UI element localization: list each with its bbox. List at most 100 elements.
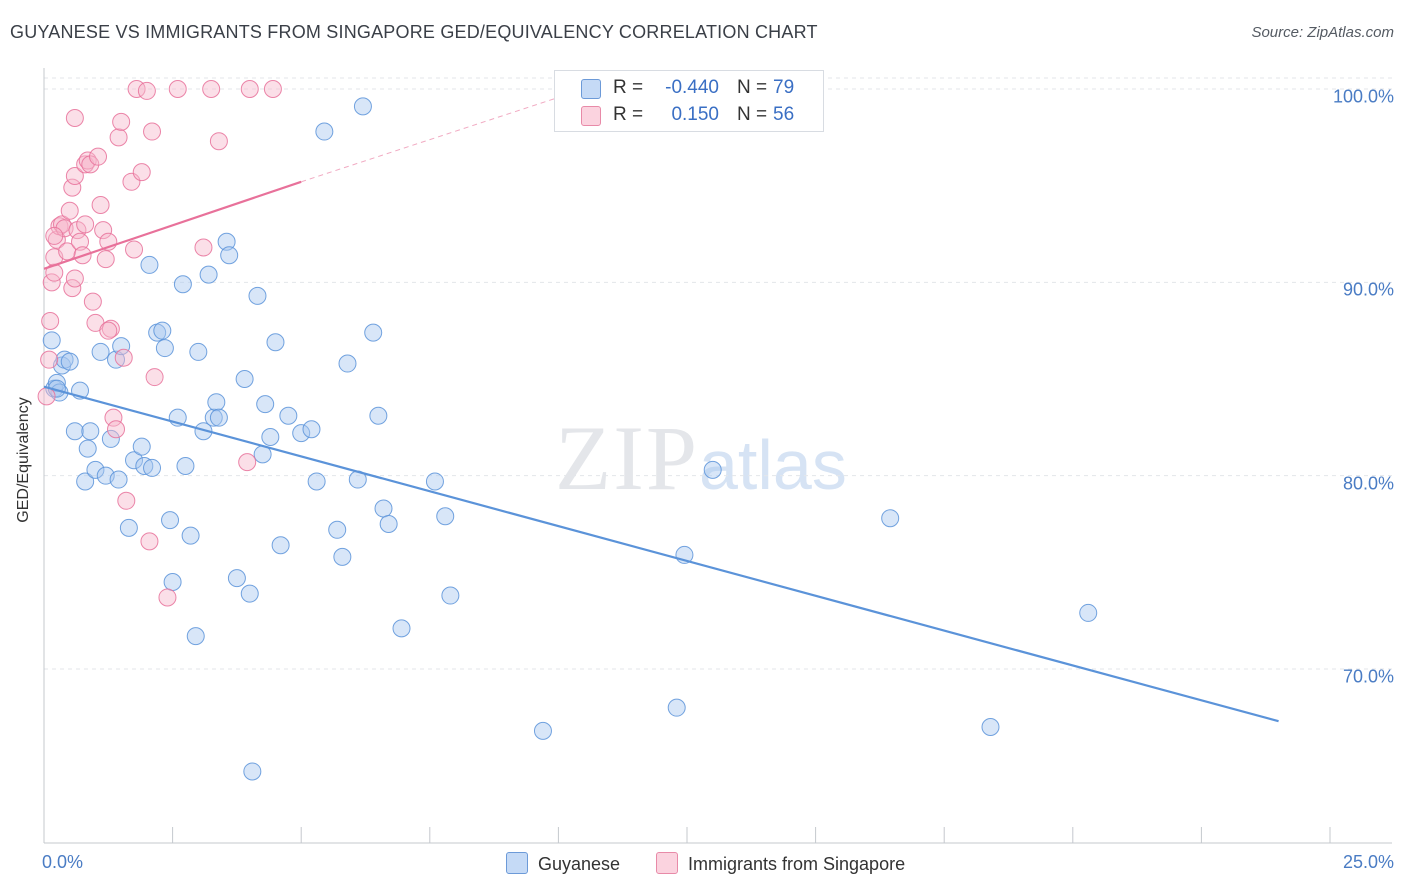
point-guyanese bbox=[667, 698, 686, 717]
point-singapore bbox=[104, 408, 123, 427]
point-guyanese bbox=[235, 370, 254, 388]
legend-item-guyanese[interactable]: Guyanese bbox=[506, 852, 620, 875]
point-guyanese bbox=[140, 255, 159, 274]
point-singapore bbox=[263, 80, 282, 98]
point-singapore bbox=[96, 250, 115, 269]
point-singapore bbox=[65, 167, 84, 185]
stats-n-label: N = bbox=[737, 77, 768, 98]
stats-row-singapore: R = 0.150 N = 56 bbox=[555, 102, 823, 128]
watermark-zip: ZIP bbox=[555, 407, 699, 509]
point-guyanese bbox=[328, 520, 347, 539]
point-singapore bbox=[125, 240, 144, 259]
point-guyanese bbox=[76, 472, 95, 491]
point-guyanese bbox=[209, 408, 228, 427]
legend-swatch-singapore bbox=[656, 852, 678, 874]
point-guyanese bbox=[189, 342, 208, 361]
source-label: Source: ZipAtlas.com bbox=[1251, 24, 1394, 41]
point-guyanese bbox=[333, 547, 352, 566]
point-guyanese bbox=[271, 536, 290, 555]
point-singapore bbox=[112, 112, 131, 131]
point-guyanese bbox=[91, 342, 110, 361]
point-guyanese bbox=[279, 406, 298, 425]
trend-line-singapore-extension bbox=[301, 88, 585, 183]
point-guyanese bbox=[112, 337, 131, 356]
point-guyanese bbox=[132, 437, 151, 456]
point-guyanese bbox=[78, 439, 97, 458]
x-tick-label-min: 0.0% bbox=[42, 852, 84, 872]
point-guyanese bbox=[217, 232, 236, 251]
point-singapore bbox=[63, 178, 82, 197]
stats-row-guyanese: R = -0.440 N = 79 bbox=[555, 75, 823, 101]
point-guyanese bbox=[207, 393, 226, 412]
point-guyanese bbox=[369, 406, 388, 425]
point-singapore bbox=[209, 132, 228, 151]
point-guyanese bbox=[60, 352, 79, 371]
data-points bbox=[37, 80, 1098, 781]
point-singapore bbox=[89, 147, 108, 166]
point-singapore bbox=[65, 269, 84, 288]
chart-title: GUYANESE VS IMMIGRANTS FROM SINGAPORE GE… bbox=[10, 22, 818, 42]
y-tick-label: 80.0% bbox=[1342, 473, 1394, 494]
point-guyanese bbox=[135, 457, 154, 475]
point-guyanese bbox=[65, 422, 84, 441]
point-singapore bbox=[81, 155, 100, 174]
point-singapore bbox=[143, 122, 162, 141]
stats-r-value: 0.150 bbox=[671, 104, 719, 125]
point-singapore bbox=[91, 196, 110, 214]
point-singapore bbox=[109, 128, 128, 147]
point-guyanese bbox=[1079, 603, 1098, 622]
axes bbox=[43, 68, 1392, 844]
y-tick-label: 100.0% bbox=[1332, 86, 1394, 107]
point-singapore bbox=[107, 420, 126, 439]
point-guyanese bbox=[338, 354, 357, 373]
legend-item-singapore[interactable]: Immigrants from Singapore bbox=[656, 852, 905, 875]
trend-line-singapore bbox=[43, 180, 302, 270]
point-guyanese bbox=[153, 321, 172, 340]
point-singapore bbox=[41, 312, 60, 330]
point-singapore bbox=[238, 453, 257, 472]
stats-swatch-guyanese bbox=[581, 79, 601, 99]
point-guyanese bbox=[364, 323, 383, 342]
y-tick-label: 70.0% bbox=[1342, 666, 1394, 687]
point-guyanese bbox=[441, 586, 460, 605]
point-singapore bbox=[240, 80, 259, 98]
stats-r-label: R = bbox=[613, 104, 644, 125]
point-singapore bbox=[83, 292, 102, 311]
watermark-atlas: atlas bbox=[699, 426, 847, 504]
legend-label-singapore: Immigrants from Singapore bbox=[688, 854, 906, 874]
point-guyanese bbox=[302, 420, 321, 439]
point-guyanese bbox=[204, 408, 223, 427]
correlation-stats-box: R = -0.440 N = 79 R = 0.150 N = 56 bbox=[554, 70, 824, 132]
point-singapore bbox=[94, 221, 113, 240]
point-singapore bbox=[45, 226, 64, 245]
point-singapore bbox=[114, 348, 133, 367]
stats-r-value: -0.440 bbox=[665, 77, 719, 98]
point-singapore bbox=[60, 201, 79, 220]
point-guyanese bbox=[220, 246, 239, 265]
point-guyanese bbox=[143, 458, 162, 477]
point-guyanese bbox=[86, 460, 105, 479]
point-guyanese bbox=[155, 339, 174, 358]
point-guyanese bbox=[261, 428, 280, 446]
point-guyanese bbox=[315, 122, 334, 141]
point-singapore bbox=[194, 238, 213, 257]
stats-swatch-singapore bbox=[581, 106, 601, 126]
point-guyanese bbox=[81, 422, 100, 441]
point-guyanese bbox=[353, 97, 372, 116]
point-guyanese bbox=[307, 472, 326, 491]
stats-r-label: R = bbox=[613, 77, 644, 98]
trend-line-guyanese bbox=[43, 385, 1279, 723]
point-guyanese bbox=[256, 395, 275, 414]
x-tick-label-max: 25.0% bbox=[1342, 852, 1394, 872]
point-guyanese bbox=[163, 573, 182, 591]
point-guyanese bbox=[42, 331, 61, 350]
point-guyanese bbox=[181, 526, 200, 545]
point-guyanese bbox=[248, 286, 267, 305]
stats-n-label: N = bbox=[737, 104, 768, 125]
point-singapore bbox=[168, 80, 187, 98]
point-singapore bbox=[140, 532, 159, 551]
point-guyanese bbox=[243, 762, 262, 781]
point-guyanese bbox=[199, 265, 218, 284]
stats-n-value: 79 bbox=[773, 77, 795, 98]
